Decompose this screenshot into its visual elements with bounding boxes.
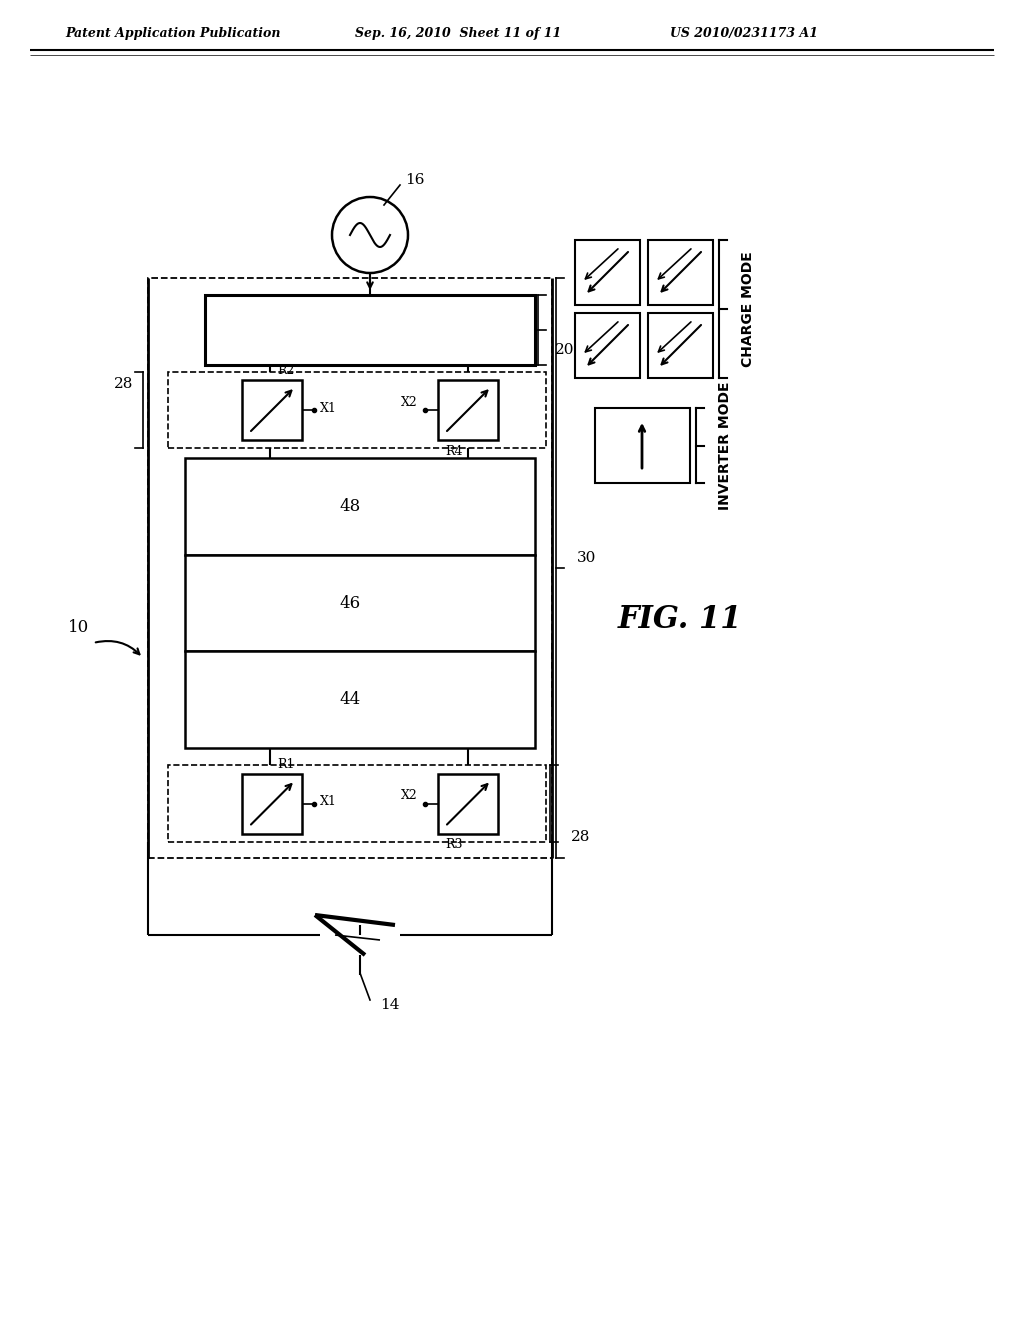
Text: X1: X1 — [319, 795, 337, 808]
Text: X1: X1 — [319, 401, 337, 414]
Text: Sep. 16, 2010  Sheet 11 of 11: Sep. 16, 2010 Sheet 11 of 11 — [355, 26, 561, 40]
Text: 46: 46 — [339, 594, 360, 611]
Text: R4: R4 — [445, 445, 463, 458]
Bar — [148, 279, 552, 858]
Bar — [185, 458, 535, 554]
Bar — [168, 766, 546, 842]
Text: 14: 14 — [380, 998, 399, 1012]
Bar — [438, 380, 498, 440]
Bar — [575, 240, 640, 305]
Bar — [575, 313, 640, 378]
Bar — [168, 372, 546, 447]
Bar — [438, 774, 498, 833]
Text: 16: 16 — [406, 173, 425, 187]
Text: FIG. 11: FIG. 11 — [617, 605, 742, 635]
Bar — [205, 294, 535, 366]
Text: X2: X2 — [401, 396, 418, 408]
Text: 10: 10 — [68, 619, 89, 636]
Bar — [242, 380, 302, 440]
Text: 20: 20 — [555, 343, 574, 356]
Text: 28: 28 — [114, 378, 133, 391]
Text: R3: R3 — [445, 838, 463, 851]
Bar — [185, 651, 535, 748]
Text: US 2010/0231173 A1: US 2010/0231173 A1 — [670, 26, 818, 40]
Text: 44: 44 — [339, 692, 360, 708]
Text: 48: 48 — [339, 498, 360, 515]
Bar — [242, 774, 302, 833]
Bar — [185, 554, 535, 651]
Text: Patent Application Publication: Patent Application Publication — [65, 26, 281, 40]
Bar — [595, 408, 690, 483]
Bar — [648, 313, 713, 378]
Text: CHARGE MODE: CHARGE MODE — [741, 251, 755, 367]
Text: 30: 30 — [577, 550, 596, 565]
Bar — [648, 240, 713, 305]
Text: R2: R2 — [278, 364, 294, 378]
Text: INVERTER MODE: INVERTER MODE — [718, 381, 732, 510]
Text: X2: X2 — [401, 789, 418, 803]
Text: R1: R1 — [278, 758, 295, 771]
Text: 28: 28 — [571, 830, 591, 843]
